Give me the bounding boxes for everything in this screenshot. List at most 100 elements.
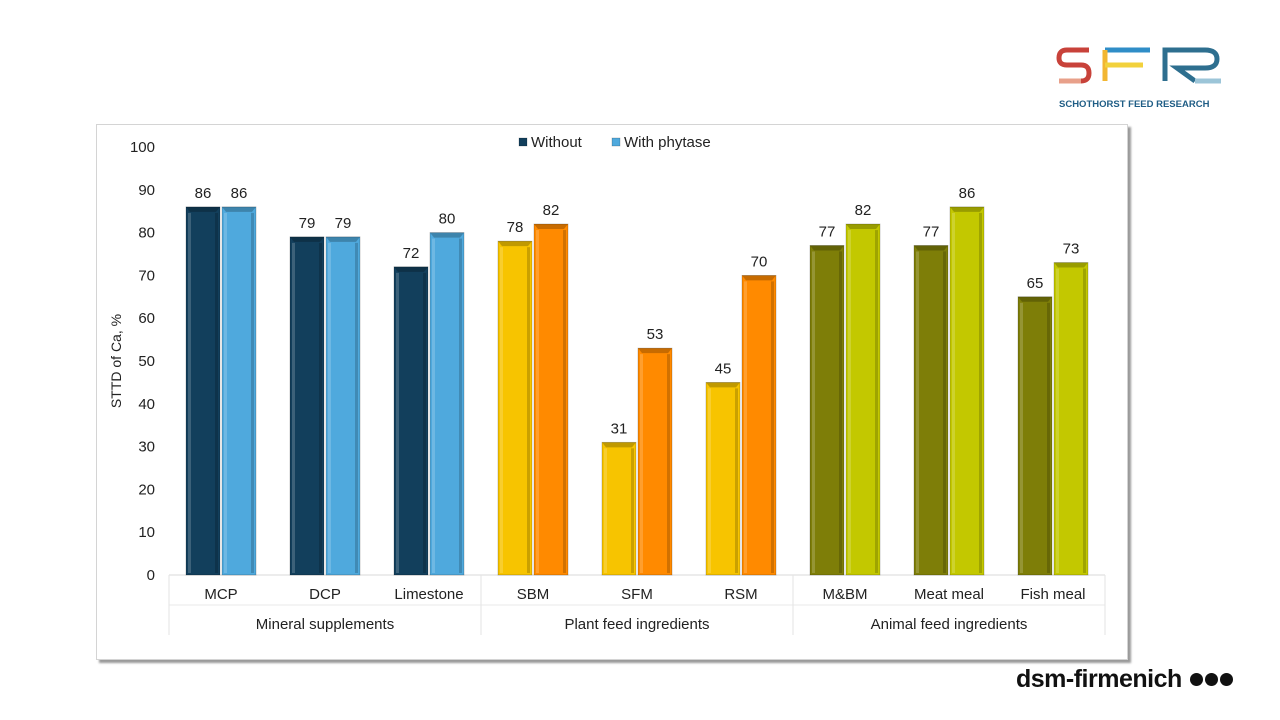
bar-without — [497, 240, 533, 576]
y-tick-label: 60 — [138, 310, 155, 327]
data-label: 86 — [959, 185, 976, 202]
legend-swatch — [611, 137, 621, 147]
bar-cap — [394, 266, 428, 272]
bar-cap — [706, 382, 740, 388]
bar-shadow — [771, 281, 774, 573]
bar-cap — [290, 236, 324, 242]
data-label: 82 — [855, 202, 872, 219]
dsm-firmenich-wordmark: dsm-firmenich — [1016, 664, 1182, 693]
bar-with-phytase — [429, 232, 465, 576]
data-label: 73 — [1063, 241, 1080, 258]
sfr-logo: SCHOTHORST FEED RESEARCH — [1055, 44, 1225, 114]
bar-without — [705, 381, 741, 576]
data-label: 79 — [299, 215, 316, 232]
bar-with-phytase — [637, 347, 673, 576]
category-label: Meat meal — [914, 586, 984, 603]
bar-shadow — [563, 230, 566, 573]
bar-highlight — [500, 247, 503, 573]
bar-cap — [534, 224, 568, 230]
y-tick-label: 20 — [138, 481, 155, 498]
data-label: 45 — [715, 360, 732, 377]
bar-with-phytase — [325, 236, 361, 576]
category-label: DCP — [309, 586, 341, 603]
bar-shadow — [459, 238, 462, 573]
bar-with-phytase — [221, 206, 257, 576]
data-label: 72 — [403, 245, 420, 262]
bar-shadow — [319, 242, 322, 573]
bar-shadow — [251, 212, 254, 574]
bar-with-phytase — [845, 223, 881, 576]
chart-frame: 0 10 20 30 40 50 60 70 80 90 100 STTD of Ca, % 86 86 M… — [96, 124, 1128, 660]
bar-highlight — [744, 281, 747, 573]
bar-cap — [222, 206, 256, 212]
bar-highlight — [188, 212, 191, 574]
bar-shadow — [875, 230, 878, 573]
y-tick-label: 50 — [138, 353, 155, 370]
data-label: 80 — [439, 211, 456, 228]
data-label: 31 — [611, 420, 628, 437]
bar-with-phytase — [533, 223, 569, 576]
bar-cap — [326, 236, 360, 242]
y-tick-label: 90 — [138, 182, 155, 199]
data-label: 86 — [195, 185, 212, 202]
group-label: Mineral supplements — [256, 616, 394, 633]
y-tick-label: 70 — [138, 267, 155, 284]
bar-highlight — [1056, 268, 1059, 573]
category-label: MCP — [204, 586, 237, 603]
bar-cap — [914, 245, 948, 251]
y-tick-label: 80 — [138, 225, 155, 242]
bar-highlight — [1020, 302, 1023, 573]
bar-highlight — [812, 251, 815, 573]
legend-label: Without — [531, 134, 583, 151]
category-label: SFM — [621, 586, 653, 603]
bar-shadow — [943, 251, 946, 573]
bar-without — [601, 441, 637, 576]
bar-cap — [846, 224, 880, 230]
bar-cap — [430, 232, 464, 238]
bar-without — [185, 206, 221, 576]
bar-cap — [602, 442, 636, 448]
bar-cap — [950, 206, 984, 212]
bar-shadow — [215, 212, 218, 574]
data-label: 78 — [507, 219, 524, 236]
bar-highlight — [536, 230, 539, 573]
category-label: SBM — [517, 586, 550, 603]
bar-highlight — [396, 272, 399, 573]
y-tick-label: 0 — [147, 567, 155, 584]
bar-shadow — [1083, 268, 1086, 573]
category-label: RSM — [724, 586, 757, 603]
dsm-firmenich-logo: dsm-firmenich — [1016, 662, 1256, 696]
bar-highlight — [292, 242, 295, 573]
bar-shadow — [631, 448, 634, 573]
bar-highlight — [604, 448, 607, 573]
bar-without — [913, 245, 949, 576]
bar-with-phytase — [949, 206, 985, 576]
category-label: Fish meal — [1020, 586, 1085, 603]
y-tick-label: 30 — [138, 439, 155, 456]
bar-shadow — [667, 354, 670, 573]
data-label: 77 — [819, 223, 836, 240]
bar-shadow — [1047, 302, 1050, 573]
group-label: Plant feed ingredients — [564, 616, 709, 633]
bar-shadow — [527, 247, 530, 573]
y-tick-label: 10 — [138, 524, 155, 541]
bar-highlight — [708, 388, 711, 573]
bar-cap — [1054, 262, 1088, 268]
y-axis-title: STTD of Ca, % — [108, 314, 124, 408]
bar-shadow — [979, 212, 982, 574]
bar-highlight — [432, 238, 435, 573]
bar-cap — [498, 241, 532, 247]
data-label: 70 — [751, 253, 768, 270]
bar-highlight — [224, 212, 227, 574]
category-label: Limestone — [394, 586, 463, 603]
bar-cap — [638, 348, 672, 354]
bar-without — [1017, 296, 1053, 576]
sfr-caption: SCHOTHORST FEED RESEARCH — [1059, 99, 1210, 110]
bar-shadow — [423, 272, 426, 573]
bar-highlight — [952, 212, 955, 574]
bar-highlight — [328, 242, 331, 573]
bar-highlight — [916, 251, 919, 573]
bar-cap — [742, 275, 776, 281]
bar-with-phytase — [1053, 262, 1089, 576]
y-tick-label: 40 — [138, 396, 155, 413]
